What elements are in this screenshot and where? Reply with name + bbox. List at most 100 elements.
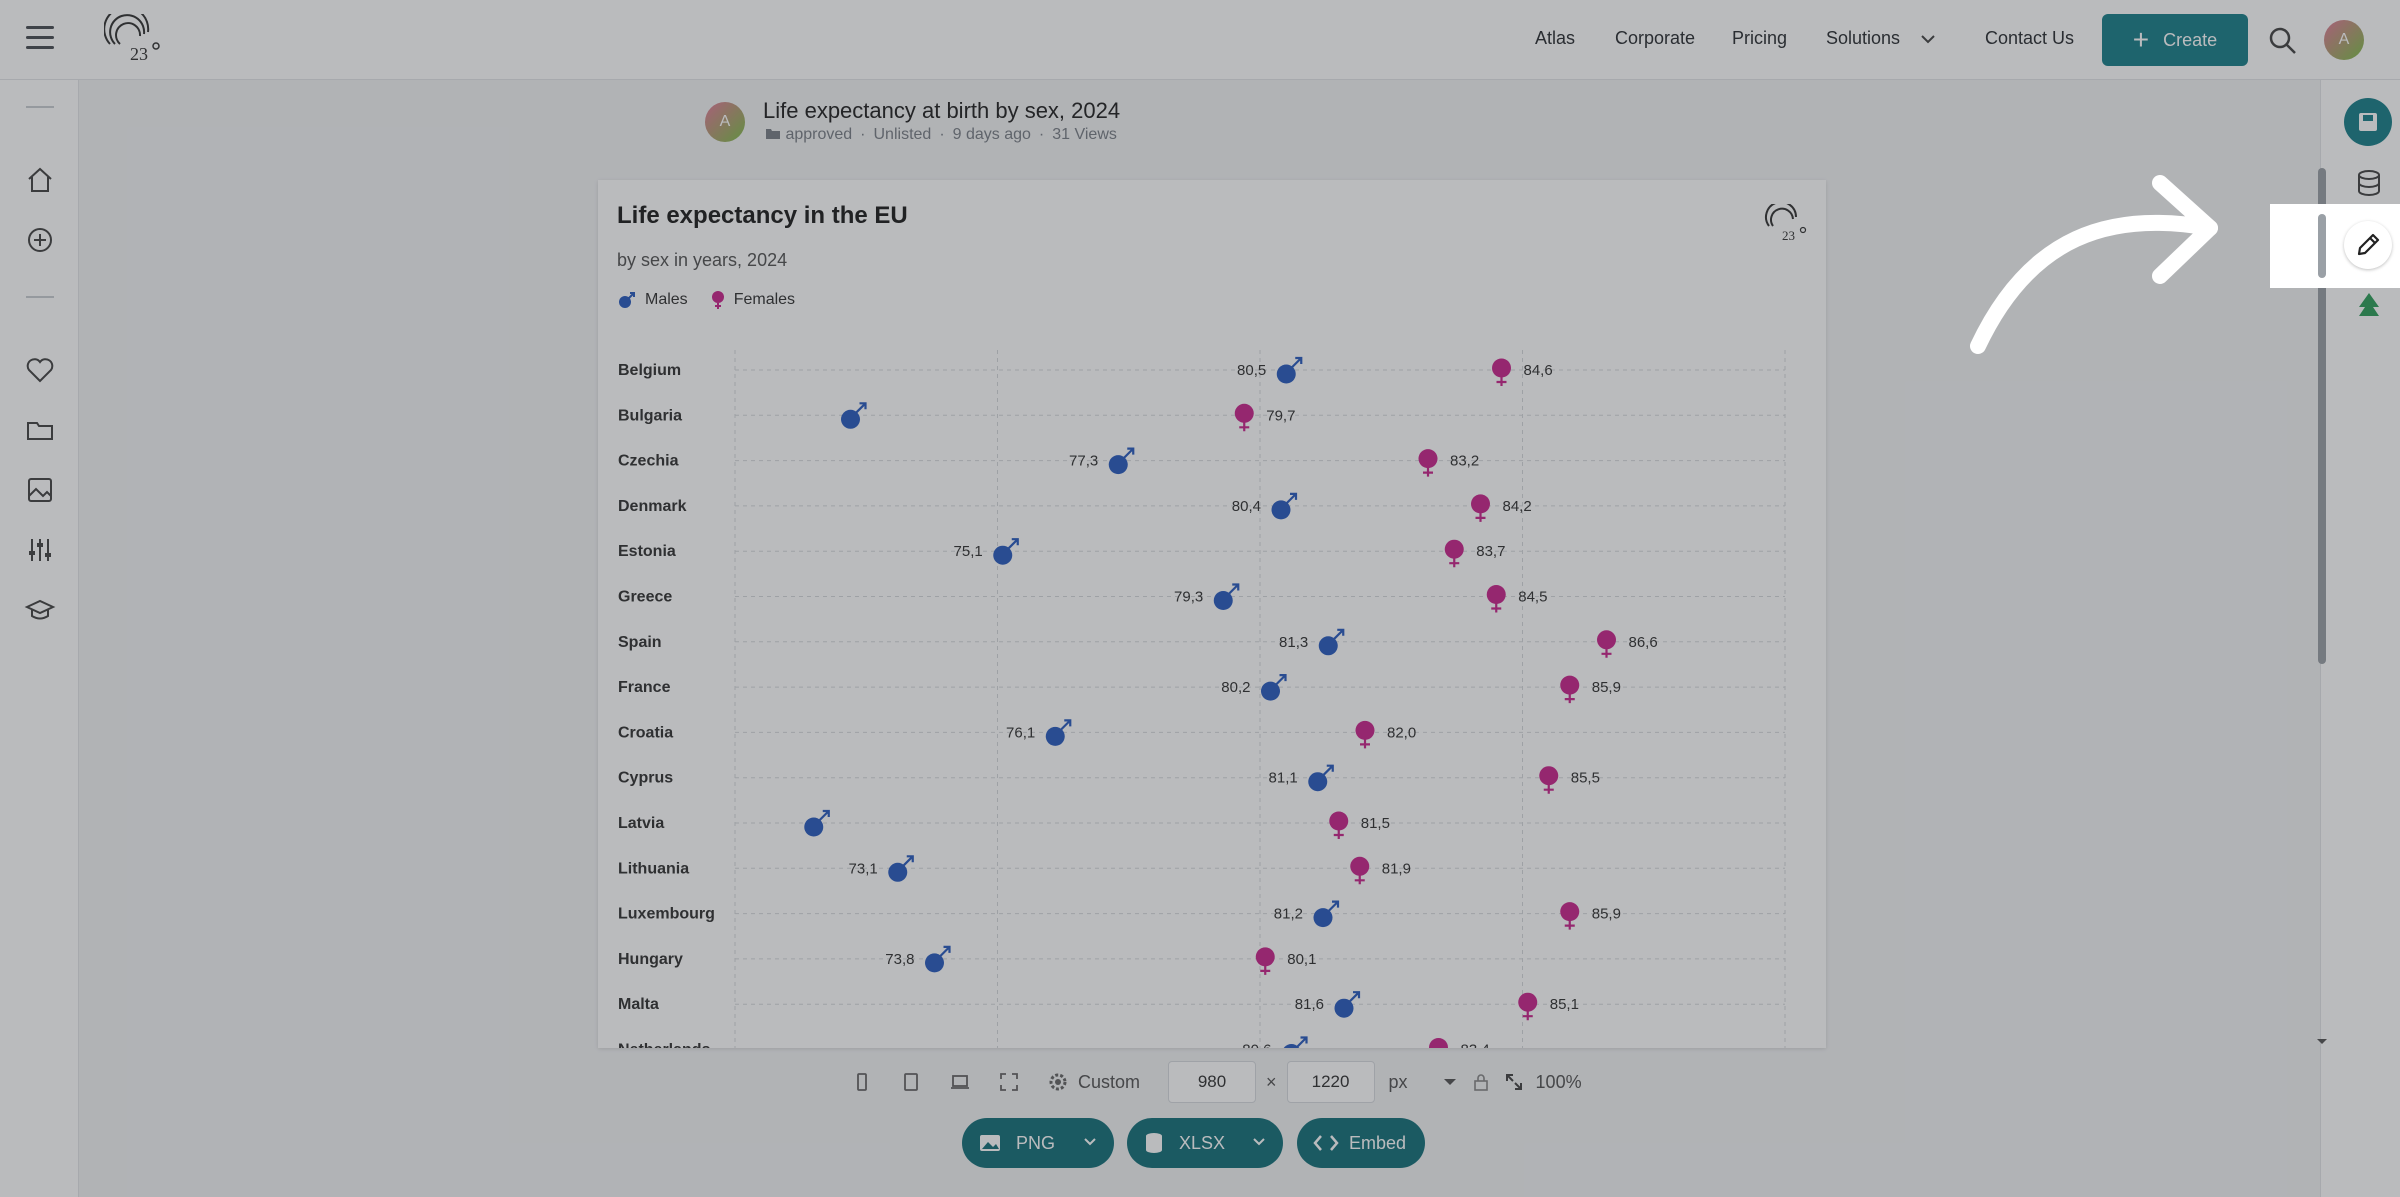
lock-icon[interactable]: [1472, 1073, 1490, 1091]
width-input[interactable]: 980: [1168, 1061, 1257, 1103]
author-avatar[interactable]: A: [705, 102, 745, 142]
nav-pricing[interactable]: Pricing: [1732, 28, 1788, 48]
female-symbol-cross: [1543, 784, 1554, 794]
male-point: [1318, 636, 1338, 656]
male-point: [1308, 772, 1328, 792]
document-meta: approved · Unlisted · 9 days ago · 31 Views: [765, 126, 1117, 144]
tablet-icon[interactable]: [899, 1070, 923, 1094]
zoom-icon[interactable]: [1504, 1072, 1524, 1092]
male-symbol-arrow: [1291, 356, 1303, 368]
female-symbol-cross: [1491, 603, 1502, 613]
brand-logo[interactable]: 23: [104, 14, 164, 64]
pencil-icon: [2357, 233, 2380, 256]
female-point: [1597, 630, 1616, 650]
gear-icon[interactable]: [1046, 1070, 1070, 1094]
laptop-icon[interactable]: [948, 1070, 972, 1094]
male-symbol-arrow: [1322, 764, 1334, 776]
female-point: [1444, 539, 1464, 559]
chevron-down-icon[interactable]: [1251, 1134, 1267, 1150]
unit-select[interactable]: px: [1388, 1071, 1408, 1092]
category-label: Netherlands: [618, 1042, 711, 1049]
category-label: Belgium: [618, 362, 681, 379]
legend-item-females[interactable]: Females: [710, 290, 795, 310]
tree-icon[interactable]: [2354, 290, 2384, 320]
male-data-label: 77,3: [1069, 453, 1098, 470]
male-data-label: 80,5: [1237, 362, 1266, 379]
add-circle-icon[interactable]: [24, 224, 56, 256]
female-data-label: 80,1: [1287, 951, 1316, 968]
male-symbol-arrow: [1060, 719, 1072, 731]
female-data-label: 84,2: [1503, 498, 1532, 515]
female-point: [1234, 403, 1254, 423]
female-symbol-cross: [1601, 648, 1612, 658]
nav-contact-us[interactable]: Contact Us: [1985, 28, 2075, 48]
database-icon: [1146, 1133, 1162, 1153]
top-bar: 23 Atlas Corporate Pricing Solutions Con…: [0, 0, 2400, 80]
female-data-label: 83,7: [1476, 543, 1505, 560]
left-sidebar: [0, 80, 79, 1197]
female-data-label: 85,1: [1550, 996, 1579, 1013]
edit-button[interactable]: [2344, 221, 2392, 269]
svg-text:23: 23: [130, 44, 148, 64]
mobile-icon[interactable]: [850, 1070, 874, 1094]
preset-select[interactable]: Custom: [1078, 1071, 1141, 1092]
scrollbar-thumb[interactable]: [2318, 214, 2326, 278]
chevron-down-icon[interactable]: [1082, 1134, 1098, 1150]
embed-button[interactable]: Embed: [1297, 1118, 1425, 1168]
legend-label: Females: [733, 291, 796, 308]
chevron-down-icon[interactable]: [1920, 33, 1936, 45]
female-data-label: 86,6: [1629, 634, 1658, 651]
female-symbol-cross: [1354, 875, 1365, 885]
zoom-level[interactable]: 100%: [1535, 1071, 1582, 1092]
sliders-icon[interactable]: [24, 534, 56, 566]
database-icon[interactable]: [2354, 168, 2384, 198]
category-label: Latvia: [618, 815, 664, 832]
male-symbol-arrow: [1328, 900, 1340, 912]
chevron-down-icon[interactable]: [2316, 1038, 2328, 1046]
female-data-label: 83,2: [1450, 453, 1479, 470]
export-xlsx-button[interactable]: XLSX: [1127, 1118, 1283, 1168]
female-symbol-cross: [1522, 1011, 1533, 1021]
male-symbol-arrow: [1123, 447, 1135, 459]
menu-icon[interactable]: [26, 26, 54, 50]
user-avatar[interactable]: A: [2324, 20, 2364, 60]
fullscreen-icon[interactable]: [997, 1070, 1021, 1094]
chart-subtitle: by sex in years, 2024: [617, 250, 788, 270]
legend-item-males[interactable]: Males: [617, 290, 688, 310]
female-point: [1539, 766, 1559, 786]
male-data-label: 75,1: [954, 543, 983, 560]
male-data-label: 81,6: [1295, 996, 1324, 1013]
size-toolbar: Custom 980 × 1220 px 100%: [850, 1060, 1610, 1104]
female-symbol-cross: [1260, 965, 1271, 975]
male-symbol-arrow: [855, 402, 867, 414]
graduation-cap-icon[interactable]: [24, 594, 56, 626]
floppy-icon: [2359, 113, 2377, 131]
save-button[interactable]: [2344, 98, 2392, 146]
export-png-button[interactable]: PNG: [962, 1118, 1114, 1168]
nav-corporate[interactable]: Corporate: [1615, 28, 1696, 48]
folder-icon[interactable]: [24, 414, 56, 446]
category-label: Lithuania: [618, 860, 689, 877]
male-point: [1261, 681, 1280, 701]
female-symbol-cross: [1564, 694, 1575, 704]
scrollbar[interactable]: [2318, 168, 2326, 664]
male-point: [1213, 591, 1233, 610]
search-icon[interactable]: [2268, 26, 2298, 56]
male-symbol-arrow: [1275, 674, 1287, 685]
category-label: Denmark: [618, 498, 687, 515]
chart-brand-logo: 23: [1765, 204, 1807, 243]
male-point: [1313, 908, 1333, 928]
category-label: Bulgaria: [618, 407, 682, 424]
sidebar-divider: [26, 296, 54, 298]
nav-atlas[interactable]: Atlas: [1535, 28, 1576, 48]
nav-solutions[interactable]: Solutions: [1826, 28, 1901, 48]
status-badge[interactable]: approved: [785, 126, 853, 143]
heart-icon[interactable]: [24, 354, 56, 386]
height-input[interactable]: 1220: [1286, 1061, 1375, 1103]
create-button[interactable]: + Create: [2102, 14, 2248, 66]
female-point: [1350, 856, 1370, 876]
image-icon[interactable]: [24, 474, 56, 506]
male-point: [841, 409, 860, 429]
chevron-down-icon[interactable]: [1442, 1076, 1458, 1088]
home-icon[interactable]: [24, 164, 56, 196]
